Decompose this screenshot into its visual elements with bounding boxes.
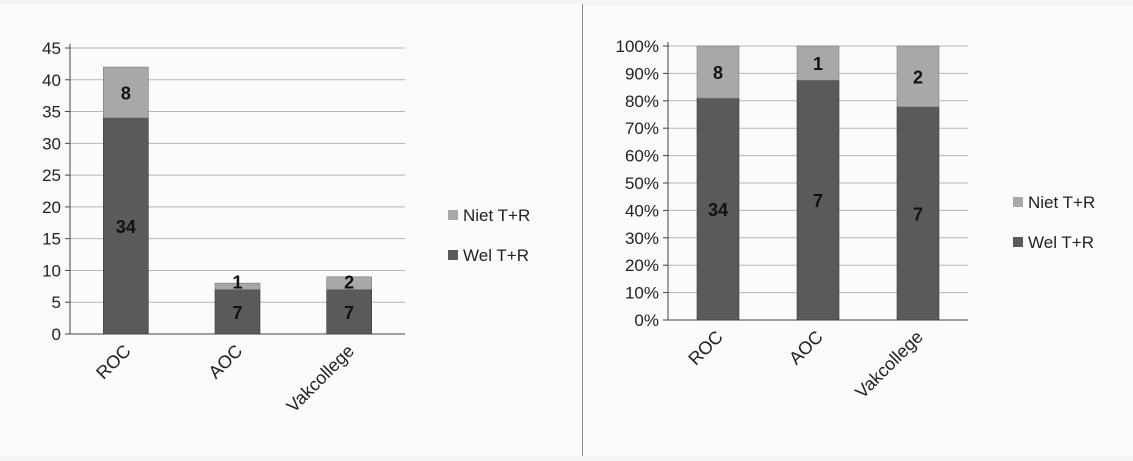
y-tick-label: 40 — [42, 71, 61, 90]
y-tick-label: 90% — [625, 64, 659, 83]
x-category-label: Vakcollege — [283, 341, 358, 416]
data-label-niet: 2 — [344, 273, 354, 293]
x-category-label: AOC — [785, 327, 827, 369]
bar-niet-segment — [103, 66, 149, 119]
x-category-label: ROC — [92, 341, 134, 383]
data-label-wel: 34 — [116, 217, 136, 237]
data-label-wel: 7 — [232, 303, 242, 323]
bar-wel-segment — [326, 289, 372, 335]
legend-label: Niet T+R — [1028, 193, 1095, 212]
x-category-label: AOC — [205, 341, 247, 383]
data-label-niet: 8 — [121, 83, 131, 103]
bar-niet-segment — [796, 45, 840, 81]
y-tick-label: 10 — [42, 261, 61, 280]
data-label-niet: 2 — [913, 67, 923, 87]
data-label-niet: 1 — [232, 273, 242, 293]
data-label-wel: 7 — [344, 303, 354, 323]
chart-panel-percent: 0% 10% 20% 30% 40% 50% 60% 70% 80% 90% 100% 34 8 ROC 7… — [583, 6, 1133, 456]
y-tick-label: 15 — [42, 230, 61, 249]
legend-label: Wel T+R — [463, 246, 529, 265]
bar-niet-segment — [896, 45, 940, 108]
y-tick-label: 100% — [616, 37, 659, 56]
y-tick-label: 70% — [625, 119, 659, 138]
bar-wel-segment — [796, 79, 840, 321]
y-tick-label: 80% — [625, 92, 659, 111]
legend-label: Wel T+R — [1028, 233, 1094, 252]
y-tick-label: 35 — [42, 103, 61, 122]
y-tick-label: 30% — [625, 229, 659, 248]
y-tick-label: 20 — [42, 198, 61, 217]
bar-niet-segment — [326, 276, 372, 290]
y-tick-label: 45 — [42, 39, 61, 58]
bar-niet-segment — [696, 45, 740, 99]
legend-swatch — [1013, 237, 1023, 247]
data-label-wel: 34 — [708, 200, 728, 220]
chart-panel-absolute: 0 5 10 15 20 25 30 35 40 45 34 8 ROC 7 1 AOC 7 2 Vakcolleg… — [0, 4, 583, 456]
y-tick-label: 0% — [634, 311, 659, 330]
legend-swatch — [448, 210, 458, 220]
bar-niet-segment — [214, 282, 261, 290]
legend-swatch — [448, 250, 458, 260]
y-tick-label: 30 — [42, 134, 61, 153]
data-label-wel: 7 — [813, 191, 823, 211]
stacked-bar-chart-percent: 0% 10% 20% 30% 40% 50% 60% 70% 80% 90% 100% 34 8 ROC 7… — [616, 37, 1096, 402]
y-tick-label: 0 — [52, 325, 61, 344]
y-tick-label: 60% — [625, 147, 659, 166]
data-label-niet: 8 — [713, 63, 723, 83]
x-category-label: Vakcollege — [851, 327, 926, 402]
stacked-bar-chart-absolute: 0 5 10 15 20 25 30 35 40 45 34 8 ROC 7 1 AOC 7 2 Vakcolleg… — [42, 39, 530, 416]
y-tick-label: 5 — [52, 293, 61, 312]
data-label-wel: 7 — [913, 204, 923, 224]
y-tick-label: 20% — [625, 256, 659, 275]
y-tick-label: 50% — [625, 174, 659, 193]
legend-label: Niet T+R — [463, 206, 530, 225]
y-tick-label: 25 — [42, 166, 61, 185]
bar-wel-segment — [103, 117, 149, 335]
bar-wel-segment — [696, 97, 740, 321]
y-tick-label: 40% — [625, 201, 659, 220]
bar-wel-segment — [896, 106, 940, 321]
data-label-niet: 1 — [813, 54, 823, 74]
y-tick-label: 10% — [625, 284, 659, 303]
x-category-label: ROC — [684, 327, 726, 369]
legend-swatch — [1013, 197, 1023, 207]
